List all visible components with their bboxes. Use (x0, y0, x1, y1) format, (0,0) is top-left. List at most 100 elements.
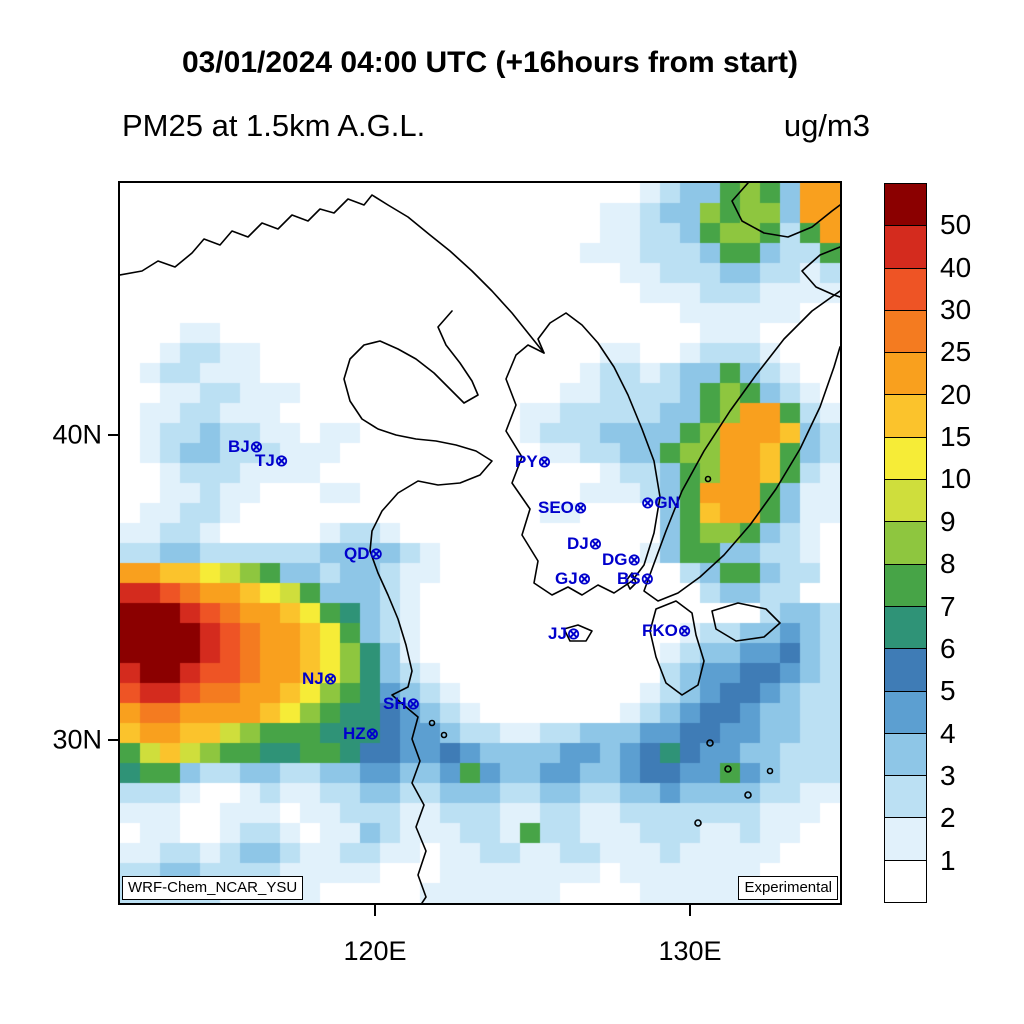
colorbar-segment (884, 225, 927, 269)
station-label: HZ (343, 724, 366, 743)
station-marker-icon: ⊗ (369, 546, 383, 563)
colorbar-tick-label: 4 (940, 717, 956, 749)
colorbar-tick-label: 9 (940, 505, 956, 537)
station-label: DJ (567, 534, 589, 553)
colorbar-segment (884, 479, 927, 523)
colorbar-tick-label: 30 (940, 294, 972, 326)
station-marker-icon: ⊗ (566, 626, 581, 643)
station-marker-icon: ⊗ (274, 453, 289, 470)
colorbar-tick-label: 10 (940, 463, 972, 495)
colorbar-tick-label: 50 (940, 209, 972, 241)
station-label: JJ (548, 624, 567, 643)
island-dot (428, 719, 436, 727)
station-label: BJ (228, 437, 250, 456)
page-title: 03/01/2024 04:00 UTC (+16hours from star… (181, 46, 799, 79)
station-label: QD (344, 544, 370, 563)
station-label: SEO (538, 498, 574, 517)
station-jj: JJ⊗ (548, 625, 580, 643)
station-tj: TJ⊗ (255, 452, 288, 470)
coastline-kyushu (649, 600, 705, 696)
station-bs: BS⊗ (617, 570, 654, 588)
station-label: TJ (255, 451, 275, 470)
colorbar-segment (884, 267, 927, 311)
station-label: NJ (302, 669, 324, 688)
station-marker-icon: ⊗ (573, 500, 588, 517)
station-label: GN (654, 493, 680, 512)
colorbar-tick-label: 25 (940, 336, 972, 368)
coastline-korea (505, 312, 661, 596)
colorbar-tick-label: 6 (940, 632, 956, 664)
station-py: PY⊗ (515, 453, 551, 471)
island-dot (744, 791, 752, 799)
station-fko: FKO⊗ (642, 622, 691, 640)
station-marker-icon: ⊗ (323, 671, 338, 688)
station-label: FKO (642, 621, 678, 640)
station-marker-icon: ⊗ (249, 439, 264, 456)
colorbar-tick-label: 40 (940, 251, 972, 283)
colorbar-segment (884, 732, 927, 777)
station-marker-icon: ⊗ (588, 536, 603, 553)
station-dj: DJ⊗ (567, 535, 602, 553)
status-badge: Experimental (738, 876, 838, 900)
coastlines-svg (120, 183, 840, 903)
units-label: ug/m3 (783, 108, 870, 143)
station-label: BS (617, 569, 641, 588)
station-bj: BJ⊗ (228, 438, 263, 456)
station-marker-icon: ⊗ (577, 571, 592, 588)
colorbar (884, 183, 927, 904)
coastline-amur-primorye (120, 194, 545, 354)
station-marker-icon: ⊗ (640, 571, 655, 588)
colorbar-tick-label: 1 (940, 844, 956, 876)
colorbar-segment (884, 817, 927, 861)
colorbar-segment (884, 183, 927, 227)
colorbar-segment (884, 605, 927, 650)
station-label: DG (602, 550, 628, 569)
colorbar-tick-label: 20 (940, 378, 972, 410)
stations-layer: BJ⊗ TJ⊗ PY⊗ ⊗GN SEO⊗ DJ⊗ QD⊗ DG⊗ GJ⊗ BS⊗ JJ⊗ FKO⊗ NJ… (120, 183, 840, 903)
station-label: GJ (555, 569, 578, 588)
pm25-raster (120, 183, 840, 903)
coastline-shikoku (711, 602, 781, 642)
colorbar-segment (884, 309, 927, 354)
station-marker-icon: ⊗ (365, 726, 380, 743)
coastline-tsushima (625, 572, 637, 590)
variable-label: PM25 at 1.5km A.G.L. (122, 108, 426, 143)
colorbar-tick-label: 15 (940, 421, 972, 453)
colorbar-tick-label: 2 (940, 802, 956, 834)
x-axis-label-130e: 130E (658, 936, 722, 966)
model-badge: WRF-Chem_NCAR_YSU (122, 876, 304, 900)
island-dot (766, 767, 774, 775)
colorbar-segment (884, 775, 927, 819)
x-axis-tick (689, 905, 691, 916)
coastline-jeju (563, 624, 593, 642)
x-axis-tick (374, 905, 376, 916)
island-dot (440, 731, 448, 739)
island-dot (706, 739, 714, 747)
station-qd: QD⊗ (344, 545, 383, 563)
coastline-china (343, 310, 493, 903)
colorbar-segment (884, 563, 927, 607)
station-marker-icon: ⊗ (537, 454, 552, 471)
colorbar-segment (884, 521, 927, 565)
y-axis-label-30n: 30N (52, 724, 102, 755)
x-axis-label-120e: 120E (343, 936, 407, 966)
island-dot (724, 765, 732, 773)
y-axis-tick (108, 434, 119, 436)
station-dg: DG⊗ (602, 551, 641, 569)
station-sh: SH⊗ (383, 695, 420, 713)
colorbar-segment (884, 436, 927, 481)
y-axis-tick (108, 739, 119, 741)
station-gn: ⊗GN (641, 494, 680, 512)
station-hz: HZ⊗ (343, 725, 379, 743)
station-nj: NJ⊗ (302, 670, 337, 688)
colorbar-tick-label: 8 (940, 548, 956, 580)
station-gj: GJ⊗ (555, 570, 591, 588)
colorbar-segment (884, 648, 927, 692)
station-label: SH (383, 694, 407, 713)
colorbar-segment (884, 352, 927, 396)
station-marker-icon: ⊗ (406, 696, 421, 713)
station-seo: SEO⊗ (538, 499, 587, 517)
island-dot (704, 475, 712, 483)
island-dot (694, 819, 702, 827)
